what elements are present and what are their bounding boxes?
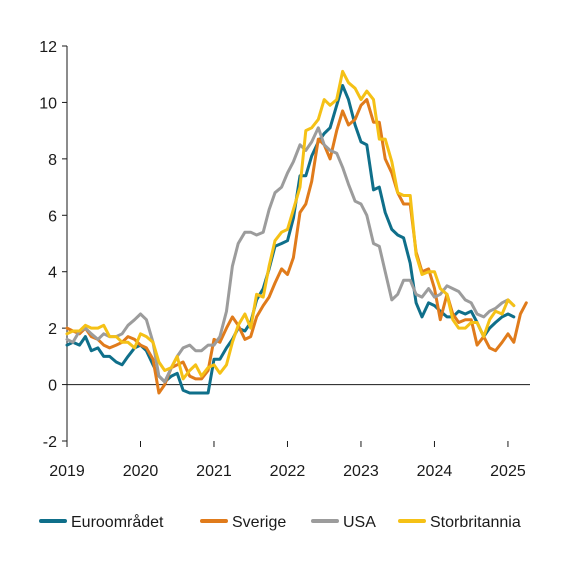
x-tick-label: 2021	[196, 463, 232, 480]
x-tick-label: 2022	[270, 463, 306, 480]
legend: Euroområdet Sverige USA Storbritannia	[39, 513, 521, 531]
series-line-sverige	[65, 98, 528, 395]
x-tick-label: 2023	[343, 463, 379, 480]
y-tick-label: 6	[48, 208, 57, 225]
y-axis: -2 0 2 4 6 8 10 12	[39, 39, 530, 451]
series-line-usa	[65, 126, 516, 384]
x-tick-label: 2024	[417, 463, 453, 480]
x-tick-label: 2025	[490, 463, 526, 480]
legend-label-euroomr-det: Euroområdet	[71, 513, 164, 531]
y-tick-label: 2	[48, 321, 57, 338]
series-lines	[65, 69, 528, 395]
legend-label-sverige: Sverige	[232, 514, 286, 531]
legend-label-storbritannia: Storbritannia	[430, 514, 521, 531]
y-tick-label: 4	[48, 265, 57, 282]
x-tick-label: 2020	[123, 463, 159, 480]
y-tick-label: 10	[39, 95, 57, 112]
y-tick-label: 12	[39, 39, 57, 56]
y-tick-label: 0	[48, 378, 57, 395]
series-line-storbritannia	[65, 69, 516, 381]
x-axis: 2019 2020 2021 2022 2023 2024 2025	[49, 441, 526, 480]
legend-label-usa: USA	[343, 514, 376, 531]
y-tick-label: 8	[48, 152, 57, 169]
y-tick-label: -2	[43, 434, 57, 451]
x-tick-label: 2019	[49, 463, 85, 480]
